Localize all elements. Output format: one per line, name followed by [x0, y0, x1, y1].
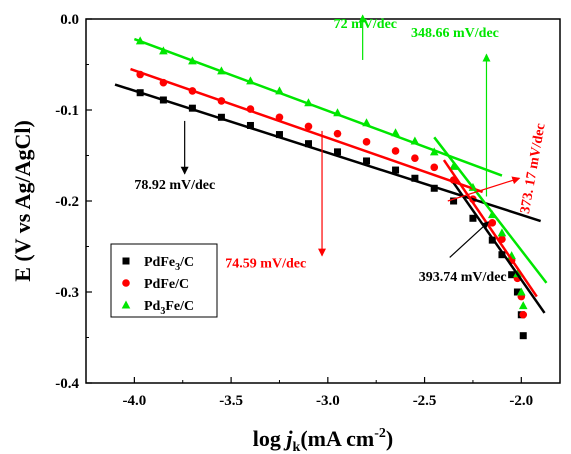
data-point — [304, 122, 313, 131]
data-point — [488, 219, 497, 227]
data-point — [518, 301, 528, 310]
x-title-prefix: log — [253, 426, 287, 451]
data-point — [513, 288, 521, 296]
data-point — [362, 138, 371, 146]
data-point — [498, 251, 506, 259]
legend-marker — [122, 279, 130, 287]
legend-label-tail: /C — [179, 255, 194, 270]
annotation-label: 373. 17 mV/dec — [518, 122, 549, 215]
data-point — [392, 166, 400, 174]
legend-marker — [122, 257, 130, 265]
legend-marker — [121, 300, 131, 309]
y-tick-label: 0.0 — [60, 12, 79, 28]
data-point — [411, 174, 419, 182]
legend-label-main: PdFe — [144, 255, 175, 270]
data-point — [246, 121, 254, 129]
legend-label: Pd3Fe/C — [144, 299, 194, 317]
fit-line — [130, 67, 484, 194]
annotation-label: 74.59 mV/dec — [225, 256, 306, 271]
annotation-label: 72 mV/dec — [334, 17, 397, 32]
y-tick-label: -0.1 — [55, 103, 79, 119]
series-circle — [136, 70, 528, 319]
data-point — [519, 332, 527, 340]
fit-line — [133, 37, 503, 177]
data-point — [517, 287, 526, 296]
data-point — [411, 154, 419, 163]
data-point — [449, 161, 458, 170]
x-tick-label: -4.0 — [122, 393, 146, 409]
data-point — [430, 184, 438, 192]
data-point — [497, 228, 507, 237]
x-tick-label: -2.5 — [413, 393, 437, 409]
fit-line — [452, 182, 546, 314]
data-point — [363, 157, 371, 165]
legend-label-tail: Fe/C — [165, 299, 194, 314]
annotation-label: 393.74 mV/dec — [419, 270, 507, 285]
x-tick-label: -3.0 — [316, 393, 340, 409]
data-point — [334, 148, 342, 156]
x-tick-label: -2.0 — [509, 393, 533, 409]
plot-area — [114, 36, 548, 340]
y-tick-label: -0.4 — [55, 376, 79, 392]
x-title-units: (mA cm — [300, 426, 374, 451]
data-point — [391, 147, 400, 155]
data-point — [275, 131, 283, 139]
x-axis-title: log jk(mA cm-2) — [253, 426, 393, 454]
data-point — [333, 129, 342, 138]
x-title-suffix: ) — [386, 426, 393, 451]
plot-frame — [85, 18, 561, 384]
legend-label-subscript: 3 — [175, 262, 180, 273]
x-tick-label: -3.5 — [219, 393, 243, 409]
x-title-superscript: -2 — [374, 426, 386, 441]
legend-label: PdFe/C — [144, 277, 189, 292]
data-point — [450, 197, 458, 205]
legend-label-subscript: 3 — [160, 306, 165, 317]
data-point — [304, 140, 312, 148]
fit-line — [442, 159, 538, 298]
x-title-subscript: k — [293, 440, 301, 454]
data-point — [430, 163, 439, 172]
data-point — [217, 113, 225, 121]
legend-label-main: PdFe — [144, 277, 175, 292]
annotation-label: 78.92 mV/dec — [134, 178, 215, 193]
y-tick-label: -0.2 — [55, 194, 79, 210]
fit-line — [433, 136, 548, 284]
data-point — [508, 271, 516, 279]
y-axis-title: E (V vs Ag/AgCl) — [10, 120, 35, 282]
annotation-label: 348.66 mV/dec — [411, 26, 499, 41]
y-tick-label: -0.3 — [55, 285, 79, 301]
fit-line — [114, 83, 542, 223]
annotation-arrow — [449, 221, 490, 258]
axis-ticks: -4.0 -3.5 -3.0 -2.5 -2.0 0.0 -0.1 -0.2 -0.3 -0.4 — [55, 12, 533, 409]
legend-label-main: Pd — [144, 299, 161, 314]
data-point — [519, 310, 528, 319]
legend-label: PdFe3/C — [144, 255, 194, 273]
annotation-arrow — [447, 176, 521, 202]
data-point — [469, 214, 477, 222]
legend-label-tail: /C — [174, 277, 189, 292]
x-title-variable: j — [283, 426, 293, 451]
